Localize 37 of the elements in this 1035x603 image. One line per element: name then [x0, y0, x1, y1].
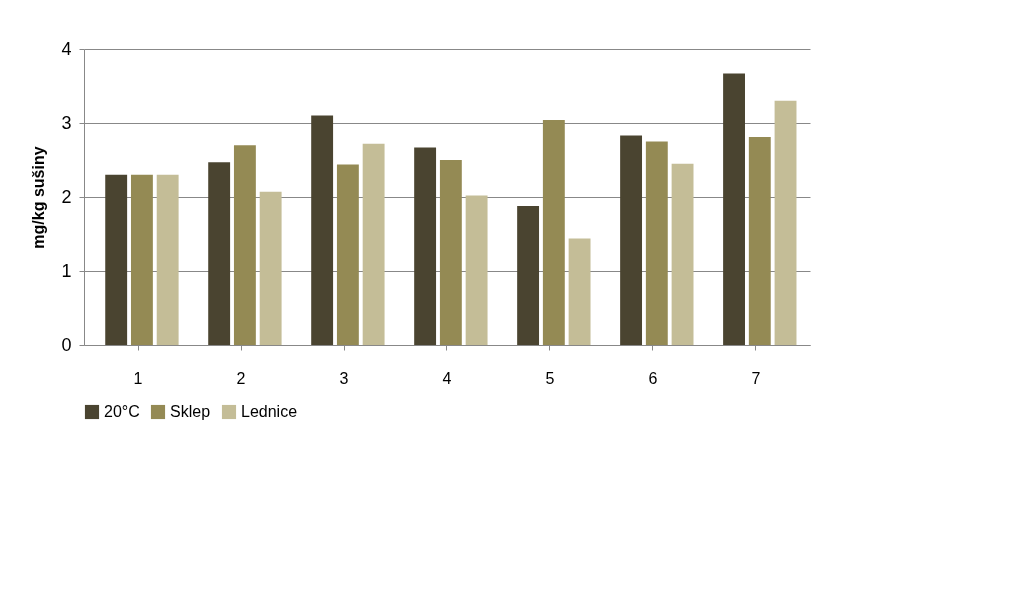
- bar: [542, 120, 565, 345]
- bar: [208, 162, 231, 345]
- bar: [671, 163, 694, 345]
- bar: [723, 73, 745, 345]
- y-axis-title: mg/kg sušiny: [30, 146, 48, 249]
- bar: [645, 141, 668, 345]
- y-tick-label: 1: [61, 260, 72, 281]
- bar: [774, 100, 797, 345]
- bar: [414, 147, 437, 345]
- y-tick-label: 3: [61, 112, 72, 133]
- bar: [336, 164, 359, 345]
- bar: [156, 174, 179, 345]
- bar: [105, 174, 128, 345]
- x-tick-label: 6: [648, 369, 658, 387]
- y-tick-label: 0: [61, 334, 72, 355]
- x-tick-label: 3: [339, 369, 349, 387]
- bar: [439, 160, 462, 345]
- y-tick-label: 4: [61, 38, 72, 59]
- bar: [620, 135, 643, 345]
- bar: [311, 115, 334, 345]
- bar: [568, 238, 591, 345]
- bar: [517, 205, 540, 345]
- bar: [130, 174, 153, 345]
- bar: [233, 145, 256, 345]
- bar: [465, 195, 488, 345]
- legend-label: Lednice: [241, 403, 298, 420]
- bar: [362, 143, 385, 345]
- bar: [748, 137, 771, 345]
- x-tick-label: 7: [751, 369, 761, 387]
- legend-label: Sklep: [170, 403, 211, 420]
- y-tick-label: 2: [61, 186, 72, 207]
- x-tick-label: 1: [133, 369, 143, 387]
- legend-label: 20°C: [104, 403, 140, 420]
- x-tick-label: 4: [442, 369, 452, 387]
- x-tick-label: 5: [545, 369, 555, 387]
- bar: [259, 191, 282, 345]
- x-tick-label: 2: [236, 369, 246, 387]
